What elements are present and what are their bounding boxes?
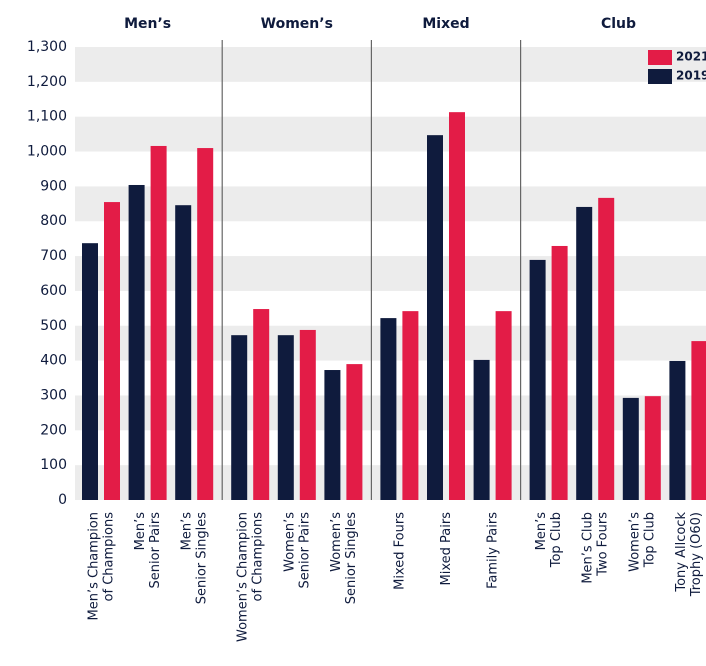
bar: [150, 145, 167, 500]
x-tick-label-line: Senior Pairs: [148, 512, 163, 589]
x-tick-label: Men’s Championof Champions: [87, 512, 117, 621]
x-tick-label-line: Men’s Club: [581, 512, 596, 584]
bar: [197, 148, 214, 501]
x-tick-label-line: Women’s Champion: [236, 512, 251, 642]
y-tick-label: 300: [40, 387, 67, 403]
bar: [495, 311, 512, 500]
grid-band: [75, 116, 706, 152]
x-tick-label: Women’sTop Club: [627, 512, 657, 572]
x-tick-label-line: Mixed Pairs: [439, 512, 454, 586]
bar: [669, 360, 686, 500]
x-tick-label-line: Top Club: [642, 512, 657, 568]
y-tick-label: 500: [40, 318, 67, 334]
bar: [380, 318, 397, 500]
bar: [346, 364, 363, 500]
bar: [622, 397, 639, 500]
x-tick-label-line: of Champions: [251, 512, 266, 602]
bar: [299, 329, 316, 500]
group-label: Mixed: [422, 16, 469, 32]
grid-band: [75, 47, 706, 82]
x-tick-label: Women’s Championof Champions: [236, 512, 266, 642]
x-tick-label-line: Men’s: [180, 512, 195, 551]
x-tick-label-line: Women’s: [627, 512, 642, 572]
bar: [551, 245, 568, 500]
x-tick-label-line: Mixed Fours: [392, 512, 407, 590]
x-tick-label-line: Men’s: [133, 512, 148, 551]
bar: [82, 243, 98, 501]
y-tick-label: 1,300: [27, 39, 67, 55]
x-tick-label: Women’sSenior Singles: [329, 512, 359, 605]
x-tick-label: Men’sSenior Singles: [180, 512, 210, 605]
x-tick-label-line: of Champions: [102, 512, 117, 602]
group-label: Women’s: [261, 16, 333, 32]
legend-label: 2021: [676, 50, 706, 64]
x-tick-label: Men’sTop Club: [534, 512, 564, 568]
x-tick-label-line: Two Fours: [596, 512, 611, 577]
bar: [175, 205, 192, 500]
x-tick-label-line: Senior Singles: [344, 512, 359, 604]
x-tick-label-line: Family Pairs: [486, 512, 501, 589]
y-tick-label: 0: [58, 492, 67, 508]
legend-swatch: [648, 69, 672, 84]
bar: [691, 341, 706, 500]
bar: [644, 396, 661, 500]
bar: [324, 370, 341, 500]
y-tick-label: 1,100: [27, 109, 67, 125]
legend-swatch: [648, 50, 672, 65]
y-tick-label: 800: [40, 213, 67, 229]
group-label: Club: [601, 16, 636, 32]
y-tick-label: 700: [40, 248, 67, 264]
x-tick-label-line: Senior Pairs: [297, 512, 312, 589]
bar: [529, 259, 546, 500]
x-tick-label: Mixed Fours: [392, 512, 407, 590]
y-tick-label: 400: [40, 353, 67, 369]
bar: [128, 184, 145, 500]
group-label: Men’s: [124, 16, 171, 32]
y-tick-label: 200: [40, 422, 67, 438]
x-tick-label-line: Senior Singles: [195, 512, 210, 604]
y-tick-label: 900: [40, 178, 67, 194]
y-tick-label: 1,200: [27, 74, 67, 90]
x-tick-label: Men’s ClubTwo Fours: [581, 512, 611, 584]
x-tick-label: Mixed Pairs: [439, 512, 454, 586]
x-tick-label-line: Tony Allcock: [674, 512, 689, 593]
bar: [576, 206, 593, 500]
x-tick-label-line: Men’s: [534, 512, 549, 551]
bar: [277, 335, 294, 500]
y-tick-label: 1,000: [27, 144, 67, 160]
y-tick-label: 600: [40, 283, 67, 299]
x-tick-label: Family Pairs: [486, 512, 501, 589]
bar: [402, 311, 419, 500]
y-tick-label: 100: [40, 457, 67, 473]
bar: [449, 112, 465, 501]
x-tick-label: Men’sSenior Pairs: [133, 512, 163, 589]
bar: [231, 335, 248, 500]
x-tick-label: Tony AllcockTrophy (O60): [674, 512, 704, 598]
x-tick-label-line: Women’s: [329, 512, 344, 572]
bar: [427, 135, 443, 500]
bar: [253, 309, 270, 500]
x-tick-label-line: Women’s: [282, 512, 297, 572]
bar: [104, 202, 120, 501]
legend-label: 2019: [676, 69, 706, 83]
x-tick-label: Women’sSenior Pairs: [282, 512, 312, 589]
x-tick-label-line: Men’s Champion: [87, 512, 102, 621]
bar: [473, 359, 490, 500]
x-tick-label-line: Top Club: [549, 512, 564, 568]
x-tick-label-line: Trophy (O60): [689, 512, 704, 597]
bar: [598, 197, 615, 500]
